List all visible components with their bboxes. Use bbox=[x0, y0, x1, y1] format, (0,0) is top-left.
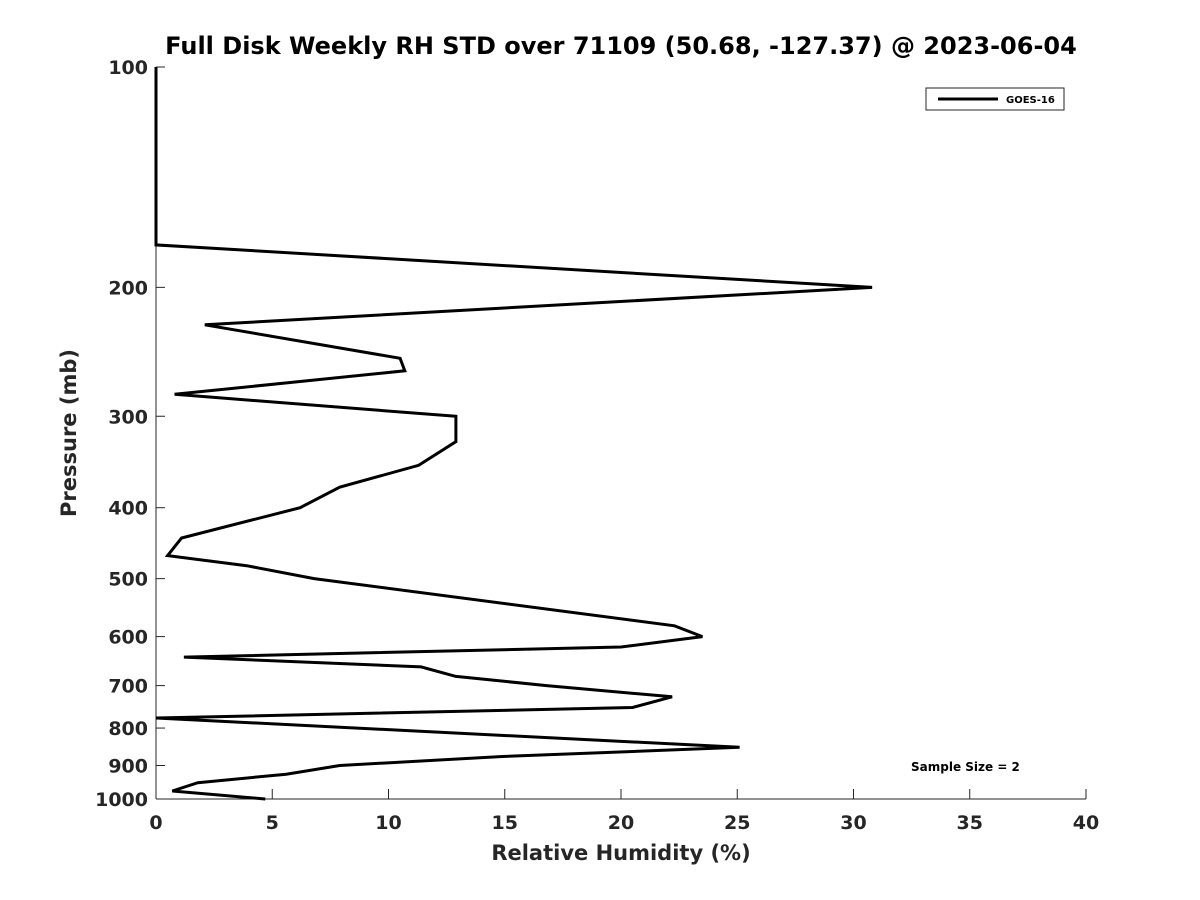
y-tick-label: 600 bbox=[108, 627, 148, 649]
plot-area: 0 5 10 15 20 25 30 35 40 100 200 300 400 500 600 700 80… bbox=[95, 57, 1099, 834]
series-line-goes-16 bbox=[154, 67, 873, 801]
x-tick-label: 10 bbox=[375, 812, 401, 834]
y-tick-label: 200 bbox=[108, 277, 148, 299]
y-tick-label: 700 bbox=[108, 676, 148, 698]
chart-title: Full Disk Weekly RH STD over 71109 (50.6… bbox=[165, 32, 1077, 60]
x-tick-label: 20 bbox=[608, 812, 634, 834]
y-tick-label: 100 bbox=[108, 57, 148, 79]
x-tick-label: 5 bbox=[266, 812, 279, 834]
x-tick-label: 40 bbox=[1073, 812, 1099, 834]
legend: GOES-16 bbox=[925, 87, 1065, 111]
x-tick-label: 25 bbox=[724, 812, 750, 834]
sample-size-annotation: Sample Size = 2 bbox=[911, 760, 1020, 774]
y-tick-label: 300 bbox=[108, 406, 148, 428]
y-tick-label: 500 bbox=[108, 569, 148, 591]
x-tick-label: 0 bbox=[149, 812, 162, 834]
x-axis-label: Relative Humidity (%) bbox=[491, 841, 750, 865]
x-tick-label: 35 bbox=[957, 812, 983, 834]
y-axis-label: Pressure (mb) bbox=[57, 349, 81, 517]
x-tick-label: 15 bbox=[492, 812, 518, 834]
legend-entry-goes-16: GOES-16 bbox=[1006, 95, 1055, 106]
x-tick-label: 30 bbox=[840, 812, 866, 834]
x-ticks: 0 5 10 15 20 25 30 35 40 bbox=[149, 789, 1099, 834]
y-tick-label: 400 bbox=[108, 498, 148, 520]
y-tick-label: 800 bbox=[108, 718, 148, 740]
y-tick-label: 900 bbox=[108, 756, 148, 778]
y-tick-label: 1000 bbox=[95, 789, 148, 811]
y-ticks: 100 200 300 400 500 600 700 800 900 1000 bbox=[95, 57, 165, 811]
